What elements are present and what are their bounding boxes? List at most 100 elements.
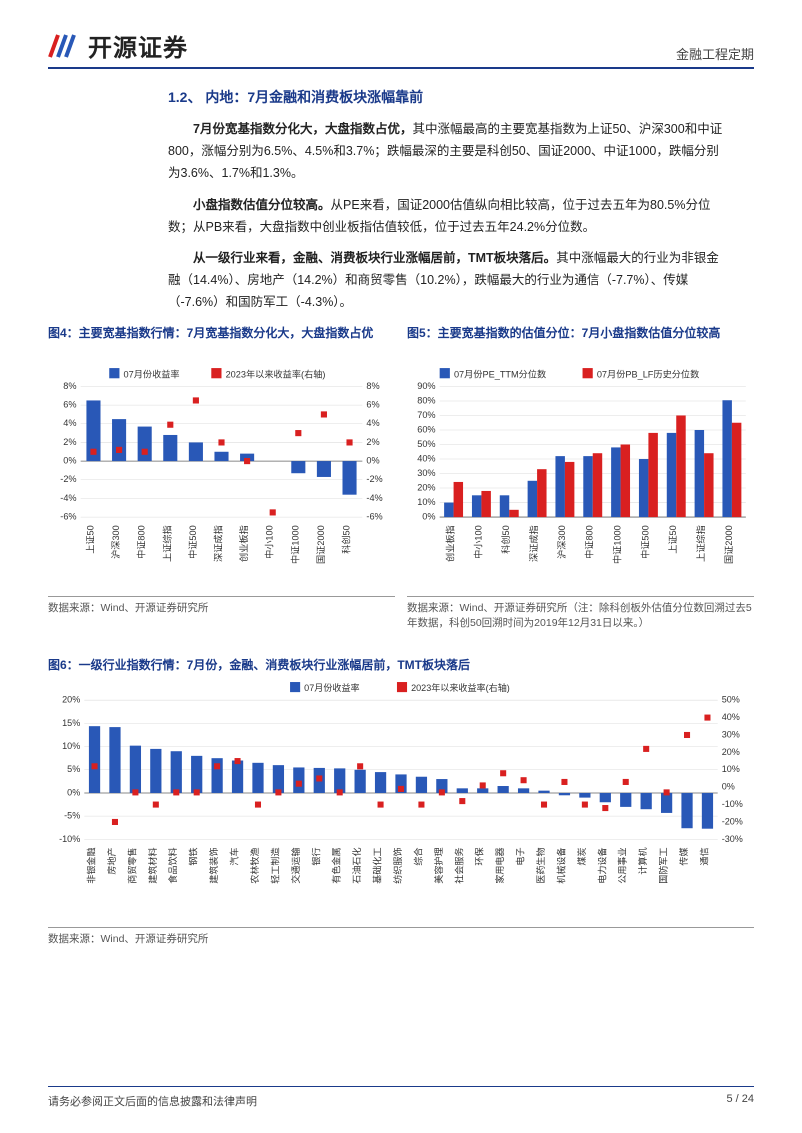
svg-text:15%: 15% <box>62 718 80 728</box>
paragraph-2: 小盘指数估值分位较高。从PE来看，国证2000估值纵向相比较高，位于过去五年为8… <box>168 195 728 239</box>
chart6-source: 数据来源：Wind、开源证券研究所 <box>48 932 754 948</box>
svg-text:医药生物: 医药生物 <box>535 847 546 883</box>
svg-text:基础化工: 基础化工 <box>372 847 383 883</box>
svg-text:中证1000: 中证1000 <box>289 525 300 564</box>
doc-category: 金融工程定期 <box>676 44 754 63</box>
company-logo: 开源证券 <box>48 28 188 63</box>
svg-text:中小100: 中小100 <box>264 525 275 559</box>
p1-bold: 7月份宽基指数分化大，大盘指数占优， <box>193 122 412 136</box>
svg-text:非银金融: 非银金融 <box>86 847 97 883</box>
svg-text:-2%: -2% <box>60 474 76 484</box>
svg-text:6%: 6% <box>366 400 379 410</box>
svg-text:环保: 环保 <box>474 847 485 865</box>
svg-text:科创50: 科创50 <box>341 525 352 554</box>
svg-text:0%: 0% <box>63 456 76 466</box>
svg-text:沪深300: 沪深300 <box>110 525 121 559</box>
svg-text:20%: 20% <box>722 747 740 757</box>
svg-text:07月份收益率: 07月份收益率 <box>124 368 180 379</box>
svg-text:综合: 综合 <box>412 847 423 865</box>
svg-text:-6%: -6% <box>366 512 382 522</box>
svg-text:沪深300: 沪深300 <box>556 525 567 559</box>
svg-text:汽车: 汽车 <box>229 847 240 865</box>
svg-text:20%: 20% <box>62 695 80 705</box>
paragraph-1: 7月份宽基指数分化大，大盘指数占优，其中涨幅最高的主要宽基指数为上证50、沪深3… <box>168 119 728 185</box>
svg-text:2023年以来收益率(右轴): 2023年以来收益率(右轴) <box>226 368 326 379</box>
svg-text:-10%: -10% <box>59 834 80 844</box>
svg-text:中证1000: 中证1000 <box>612 525 623 564</box>
chart6-title: 图6：一级行业指数行情：7月份，金融、消费板块行业涨幅居前，TMT板块落后 <box>48 656 754 674</box>
svg-text:8%: 8% <box>63 381 76 391</box>
svg-text:上证50: 上证50 <box>668 525 678 554</box>
svg-text:创业板指: 创业板指 <box>238 525 249 562</box>
svg-text:30%: 30% <box>722 729 740 739</box>
chart4-block: 图4：主要宽基指数行情：7月宽基指数分化大，大盘指数占优 07月份收益率2023… <box>48 324 395 632</box>
svg-text:-5%: -5% <box>64 811 80 821</box>
svg-text:机械设备: 机械设备 <box>555 847 566 883</box>
svg-text:-20%: -20% <box>722 816 743 826</box>
chart5-canvas: 07月份PE_TTM分位数07月份PB_LF历史分位数0%10%20%30%40… <box>407 364 754 597</box>
svg-text:2%: 2% <box>63 437 76 447</box>
svg-text:建筑材料: 建筑材料 <box>147 847 158 883</box>
svg-text:-30%: -30% <box>722 834 743 844</box>
svg-text:10%: 10% <box>417 497 435 507</box>
svg-text:房地产: 房地产 <box>106 847 117 874</box>
svg-text:8%: 8% <box>366 381 379 391</box>
svg-text:90%: 90% <box>417 381 435 391</box>
svg-text:07月份PE_TTM分位数: 07月份PE_TTM分位数 <box>454 368 546 379</box>
svg-text:计算机: 计算机 <box>637 847 648 874</box>
svg-text:-6%: -6% <box>60 512 76 522</box>
chart4-source: 数据来源：Wind、开源证券研究所 <box>48 601 395 617</box>
svg-text:07月份PB_LF历史分位数: 07月份PB_LF历史分位数 <box>597 368 699 379</box>
svg-text:社会服务: 社会服务 <box>453 847 464 883</box>
svg-text:4%: 4% <box>366 418 379 428</box>
svg-text:中证500: 中证500 <box>187 525 198 559</box>
svg-text:钢铁: 钢铁 <box>188 847 199 865</box>
chart6-canvas: 07月份收益率2023年以来收益率(右轴)-10%-5%0%5%10%15%20… <box>48 678 754 928</box>
svg-text:科创50: 科创50 <box>500 525 511 554</box>
chart5-block: 图5：主要宽基指数的估值分位：7月小盘指数估值分位较高 07月份PE_TTM分位… <box>407 324 754 632</box>
page-header: 开源证券 金融工程定期 <box>48 28 754 69</box>
svg-text:2%: 2% <box>366 437 379 447</box>
svg-text:0%: 0% <box>366 456 379 466</box>
svg-text:40%: 40% <box>722 712 740 722</box>
svg-text:中证800: 中证800 <box>584 525 595 559</box>
svg-text:上证综指: 上证综指 <box>161 525 172 562</box>
svg-text:电子: 电子 <box>515 847 526 865</box>
svg-text:-2%: -2% <box>366 474 382 484</box>
footer-disclaimer: 请务必参阅正文后面的信息披露和法律声明 <box>48 1093 257 1109</box>
svg-text:国防军工: 国防军工 <box>658 847 669 883</box>
svg-text:10%: 10% <box>62 741 80 751</box>
svg-text:有色金属: 有色金属 <box>331 847 342 883</box>
svg-text:轻工制造: 轻工制造 <box>269 847 280 883</box>
svg-text:商贸零售: 商贸零售 <box>126 847 137 883</box>
svg-text:07月份收益率: 07月份收益率 <box>304 682 359 693</box>
svg-text:农林牧渔: 农林牧渔 <box>249 847 260 883</box>
chart5-source: 数据来源：Wind、开源证券研究所（注：除科创板外估值分位数回溯过去5年数据，科… <box>407 601 754 633</box>
svg-text:10%: 10% <box>722 764 740 774</box>
svg-text:30%: 30% <box>417 468 435 478</box>
svg-text:2023年以来收益率(右轴): 2023年以来收益率(右轴) <box>411 682 510 693</box>
svg-text:20%: 20% <box>417 482 435 492</box>
svg-text:石油石化: 石油石化 <box>351 847 362 883</box>
svg-text:建筑装饰: 建筑装饰 <box>208 847 219 883</box>
svg-text:银行: 银行 <box>310 847 321 865</box>
svg-text:深证成指: 深证成指 <box>213 525 224 562</box>
svg-text:美容护理: 美容护理 <box>433 847 444 883</box>
svg-text:-4%: -4% <box>60 493 76 503</box>
chart5-title: 图5：主要宽基指数的估值分位：7月小盘指数估值分位较高 <box>407 324 754 360</box>
svg-text:40%: 40% <box>417 453 435 463</box>
svg-text:中证500: 中证500 <box>639 525 650 559</box>
svg-text:煤炭: 煤炭 <box>576 847 587 865</box>
footer-page: 5 / 24 <box>726 1093 754 1109</box>
svg-text:中小100: 中小100 <box>472 525 483 559</box>
paragraph-3: 从一级行业来看，金融、消费板块行业涨幅居前，TMT板块落后。其中涨幅最大的行业为… <box>168 248 728 314</box>
svg-text:通信: 通信 <box>698 847 709 865</box>
svg-text:4%: 4% <box>63 418 76 428</box>
svg-text:上证综指: 上证综指 <box>695 525 706 562</box>
svg-text:深证成指: 深证成指 <box>528 525 539 562</box>
svg-text:交通运输: 交通运输 <box>290 847 301 883</box>
page-footer: 请务必参阅正文后面的信息披露和法律声明 5 / 24 <box>48 1086 754 1109</box>
svg-text:6%: 6% <box>63 400 76 410</box>
svg-text:创业板指: 创业板指 <box>445 525 456 562</box>
svg-text:50%: 50% <box>417 439 435 449</box>
